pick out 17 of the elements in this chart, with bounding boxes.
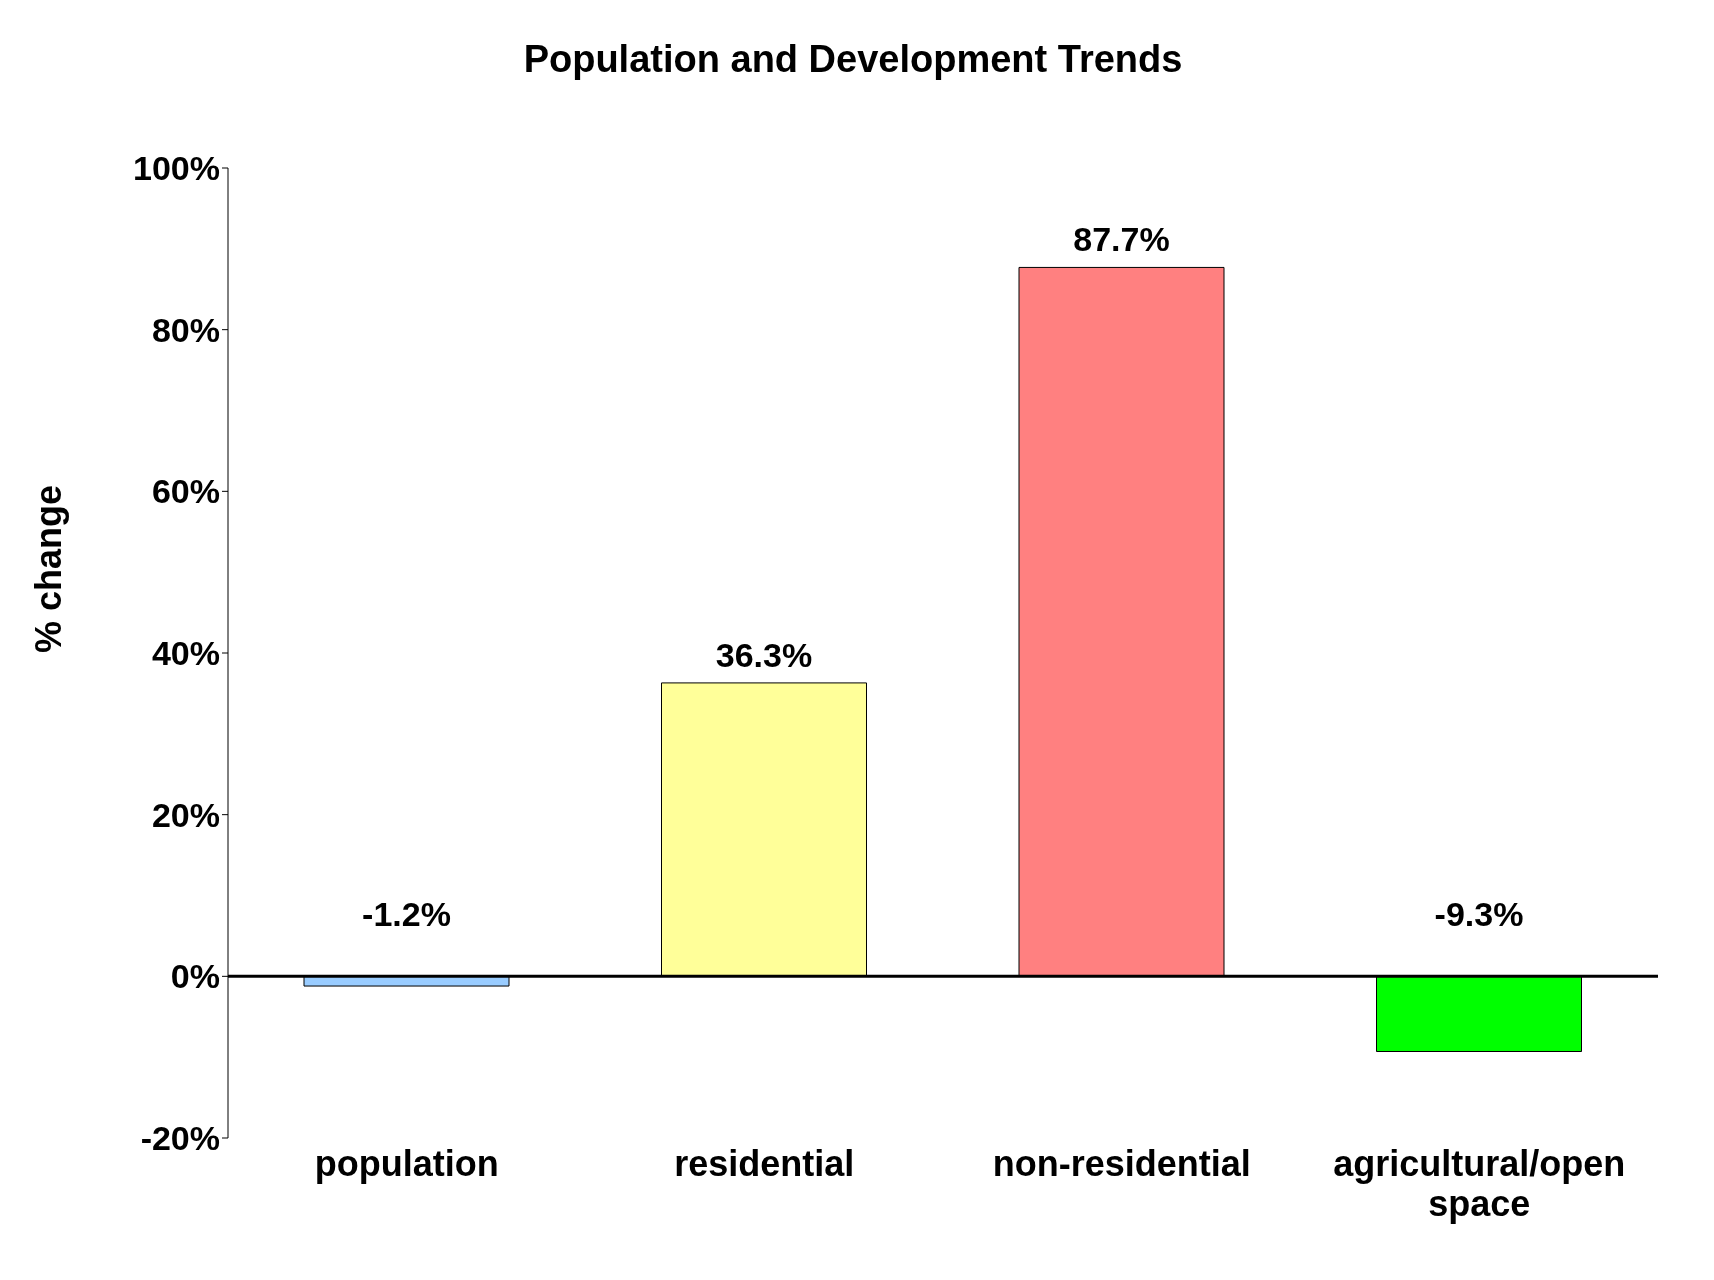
y-tick-label: 100% (133, 149, 220, 188)
data-label: 36.3% (715, 635, 813, 674)
y-tick-label: 60% (151, 472, 220, 511)
data-label: -9.3% (1434, 895, 1524, 934)
x-tick-label: agricultural/open space (1333, 1143, 1626, 1224)
y-tick-label: 80% (151, 310, 220, 349)
x-tick-label: population (314, 1143, 499, 1184)
y-axis-title: % change (27, 484, 69, 653)
chart-title: Population and Development Trends (522, 37, 1184, 82)
y-tick-label: 20% (151, 795, 220, 834)
y-tick-label: -20% (140, 1119, 220, 1158)
x-tick-label: residential (674, 1143, 855, 1184)
x-tick-label: non-residential (992, 1143, 1251, 1184)
y-tick-label: 0% (170, 957, 220, 996)
data-label: -1.2% (362, 895, 451, 934)
y-tick-label: 40% (151, 634, 220, 673)
data-label: 87.7% (1073, 220, 1170, 259)
